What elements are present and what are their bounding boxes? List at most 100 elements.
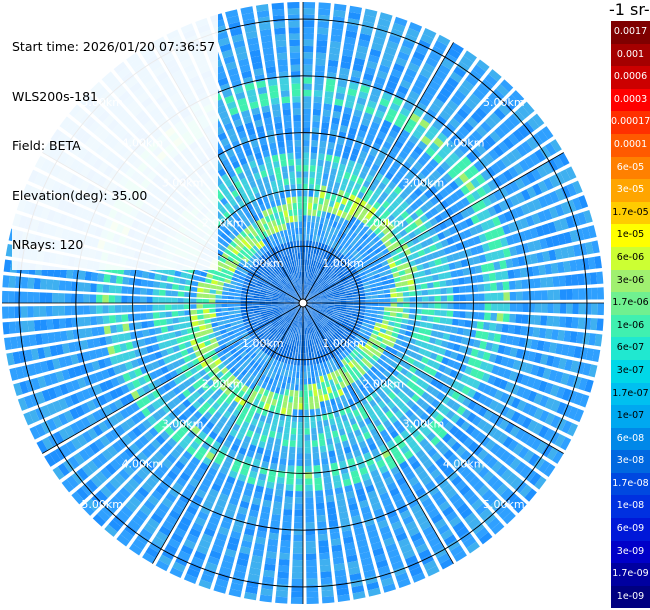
beta-cell xyxy=(76,434,88,447)
beta-cell xyxy=(456,382,466,393)
beta-cell xyxy=(543,463,556,477)
beta-cell xyxy=(143,499,156,512)
beta-cell xyxy=(377,310,385,315)
beta-cell xyxy=(341,211,348,219)
beta-cell xyxy=(314,275,319,282)
beta-cell xyxy=(87,386,97,398)
beta-cell xyxy=(90,494,104,507)
beta-cell xyxy=(104,431,116,444)
beta-cell xyxy=(241,312,248,317)
beta-cell xyxy=(346,263,354,270)
beta-cell xyxy=(53,385,63,398)
beta-cell xyxy=(319,140,327,148)
beta-cell xyxy=(59,383,69,396)
beta-cell xyxy=(567,406,579,420)
beta-cell xyxy=(313,389,318,397)
beta-cell xyxy=(303,190,308,197)
beta-cell xyxy=(170,465,182,476)
beta-cell xyxy=(81,483,94,497)
beta-cell xyxy=(241,494,252,503)
beta-cell xyxy=(529,152,541,166)
beta-cell xyxy=(151,489,163,501)
beta-cell xyxy=(316,382,322,390)
beta-cell xyxy=(532,198,542,211)
beta-cell xyxy=(263,354,269,361)
beta-cell xyxy=(362,14,376,24)
beta-cell xyxy=(336,222,342,230)
beta-cell xyxy=(369,283,377,288)
beta-cell xyxy=(215,303,222,308)
beta-cell xyxy=(444,325,452,333)
beta-cell xyxy=(303,334,305,341)
beta-cell xyxy=(171,311,179,317)
beta-cell xyxy=(346,297,354,301)
beta-cell xyxy=(412,107,424,118)
beta-cell xyxy=(501,323,509,333)
beta-cell xyxy=(341,472,351,481)
beta-cell xyxy=(73,452,85,466)
beta-cell xyxy=(228,497,240,506)
beta-cell xyxy=(473,480,485,492)
beta-cell xyxy=(337,338,343,345)
beta-cell xyxy=(459,303,467,310)
beta-cell xyxy=(358,248,366,255)
beta-cell xyxy=(337,505,348,514)
beta-cell xyxy=(167,325,175,332)
beta-cell xyxy=(430,267,438,275)
beta-cell xyxy=(250,438,259,447)
beta-cell xyxy=(391,405,400,414)
beta-cell xyxy=(208,488,219,498)
beta-cell xyxy=(342,112,352,121)
beta-cell xyxy=(448,262,456,270)
beta-cell xyxy=(372,329,380,336)
beta-cell xyxy=(97,407,108,420)
beta-cell xyxy=(344,287,352,292)
beta-cell xyxy=(341,322,348,328)
beta-cell xyxy=(440,303,448,309)
beta-cell xyxy=(382,52,395,62)
beta-cell xyxy=(316,255,321,262)
beta-cell xyxy=(502,511,516,525)
beta-cell xyxy=(505,235,515,246)
beta-cell xyxy=(209,416,219,425)
beta-cell xyxy=(597,303,604,316)
beta-cell xyxy=(374,109,385,119)
beta-cell xyxy=(303,259,305,266)
beta-cell xyxy=(223,439,232,449)
beta-cell xyxy=(229,366,237,374)
beta-cell xyxy=(366,340,374,347)
beta-cell xyxy=(263,422,271,431)
beta-cell xyxy=(244,415,252,424)
beta-cell xyxy=(386,365,395,373)
beta-cell xyxy=(245,379,252,388)
beta-cell xyxy=(561,344,570,356)
beta-cell xyxy=(336,137,345,146)
beta-cell xyxy=(240,297,247,301)
beta-cell xyxy=(41,389,52,402)
beta-cell xyxy=(452,343,461,352)
beta-cell xyxy=(323,103,333,111)
beta-cell xyxy=(147,320,155,328)
beta-cell xyxy=(112,365,122,375)
beta-cell xyxy=(216,351,225,358)
beta-cell xyxy=(330,168,338,176)
beta-cell xyxy=(520,374,530,386)
beta-cell xyxy=(178,439,189,450)
beta-cell xyxy=(307,265,311,273)
beta-cell xyxy=(552,450,564,464)
beta-cell xyxy=(514,480,528,494)
beta-cell xyxy=(305,240,309,247)
beta-cell xyxy=(299,308,302,316)
beta-cell xyxy=(565,215,575,229)
beta-cell xyxy=(320,577,333,585)
beta-cell xyxy=(278,558,290,567)
beta-cell xyxy=(358,293,366,297)
beta-cell xyxy=(521,416,533,429)
beta-cell xyxy=(445,196,455,206)
beta-cell xyxy=(232,378,240,386)
beta-cell xyxy=(578,303,586,315)
beta-cell xyxy=(454,130,466,142)
beta-cell xyxy=(227,344,235,351)
beta-cell xyxy=(538,327,547,339)
beta-cell xyxy=(371,142,381,152)
